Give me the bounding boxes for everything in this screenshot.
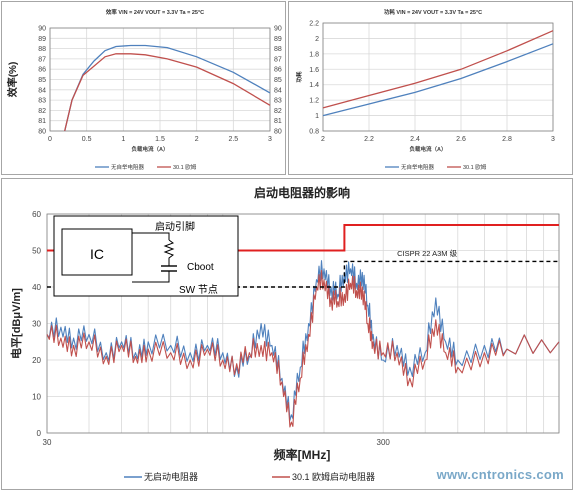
y-tick-label: 1	[315, 113, 319, 120]
series-line-1	[46, 269, 560, 428]
y-tick-label: 0.8	[309, 129, 319, 136]
x-tick-label: 0	[48, 136, 52, 143]
x-tick-label: 30	[43, 438, 52, 447]
y-tick-label: 84	[38, 87, 46, 94]
y-tick-label: 90	[38, 26, 46, 33]
y-tick-label-right: 83	[274, 98, 282, 105]
ic-block	[61, 228, 133, 276]
series-line-0	[322, 43, 554, 117]
y-tick-label: 1.2	[309, 98, 319, 105]
y-tick-label: 88	[38, 46, 46, 53]
plot-frame	[46, 213, 560, 434]
y-tick-label-right: 89	[274, 36, 282, 43]
y-tick-label: 0	[37, 429, 42, 438]
x-axis-label: 频率[MHz]	[274, 447, 331, 462]
chart-title: 效率 VIN = 24V VOUT = 3.3V Ta = 25°C	[106, 8, 204, 16]
y-axis-label: 效率(%)	[6, 62, 19, 98]
plot-frame	[322, 22, 554, 132]
y-tick-label: 1.8	[309, 51, 319, 58]
y-tick-label: 83	[38, 98, 46, 105]
chart-title: 功耗 VIN = 24V VOUT = 3.3V Ta = 25°C	[384, 8, 482, 16]
plot-frame	[49, 27, 271, 132]
series-line-1	[322, 30, 554, 109]
y-tick-label: 10	[32, 393, 41, 402]
efficiency-chart: 效率 VIN = 24V VOUT = 3.3V Ta = 25°C 80 80 81…	[6, 8, 282, 171]
y-tick-label: 82	[38, 108, 46, 115]
x-tick-label: 2.6	[456, 136, 466, 143]
node-label: SW 节点	[179, 284, 218, 296]
x-tick-label: 2.5	[228, 136, 238, 143]
y-tick-label: 81	[38, 118, 46, 125]
y-tick-label: 1.6	[309, 67, 319, 74]
y-axis-label: 功耗	[295, 71, 303, 83]
legend-label: 无自举电阻器	[401, 163, 435, 171]
chart-title: 启动电阻器的影响	[254, 185, 350, 200]
power-loss-chart: 功耗 VIN = 24V VOUT = 3.3V Ta = 25°C 0.8 1 1.…	[295, 8, 555, 171]
x-tick-label: 1.5	[155, 136, 165, 143]
boot-wire	[132, 232, 170, 240]
y-tick-label: 60	[32, 210, 41, 219]
x-tick-label: 0.5	[82, 136, 92, 143]
power-loss-panel: 功耗 VIN = 24V VOUT = 3.3V Ta = 25°C 0.8 1 1.…	[288, 1, 573, 175]
emi-chart: 启动电阻器的影响 0 10 20 30 40 50 60 30 300 频率[MHz] 电平[dBμV…	[9, 185, 560, 482]
y-tick-label: 89	[38, 36, 46, 43]
y-tick-label-right: 87	[274, 56, 282, 63]
x-tick-label: 2	[321, 136, 325, 143]
y-tick-label-right: 90	[274, 26, 282, 33]
y-tick-label: 40	[32, 283, 41, 292]
y-tick-label-right: 80	[274, 129, 282, 136]
x-axis-label: 负载电流（A）	[410, 145, 447, 153]
x-tick-label: 2	[195, 136, 199, 143]
y-tick-label-right: 81	[274, 118, 282, 125]
y-tick-label-right: 84	[274, 87, 282, 94]
y-tick-label-right: 88	[274, 46, 282, 53]
x-tick-label: 1	[121, 136, 125, 143]
legend-label: 无启动电阻器	[144, 471, 198, 482]
limit-label: CISPR 22 A3M 级	[397, 248, 458, 258]
legend-label: 30.1 欧姆	[173, 163, 197, 171]
x-tick-label: 3	[268, 136, 272, 143]
y-tick-label: 80	[38, 129, 46, 136]
x-tick-label: 2.2	[364, 136, 374, 143]
efficiency-panel: 效率 VIN = 24V VOUT = 3.3V Ta = 25°C 80 80 81…	[1, 1, 286, 175]
x-tick-label: 2.4	[410, 136, 420, 143]
legend-label: 无自举电阻器	[111, 163, 145, 171]
y-axis-label: 电平[dBμV/m]	[9, 288, 23, 359]
y-tick-label-right: 85	[274, 77, 282, 84]
legend-label: 30.1 欧姆	[463, 163, 487, 171]
x-tick-label: 3	[551, 136, 555, 143]
x-axis-label: 负载电流（A）	[132, 145, 169, 153]
y-tick-label-right: 86	[274, 67, 282, 74]
cap-label: Cboot	[187, 262, 214, 273]
y-tick-label: 2.2	[309, 21, 319, 28]
pin-label: 启动引脚	[155, 220, 195, 233]
y-tick-label-right: 82	[274, 108, 282, 115]
legend-label: 30.1 欧姆启动电阻器	[292, 471, 375, 482]
resistor-symbol	[163, 239, 175, 266]
y-tick-label: 87	[38, 56, 46, 63]
watermark: www.cntronics.com	[436, 467, 564, 482]
x-tick-label: 2.8	[502, 136, 512, 143]
y-tick-label: 50	[32, 247, 41, 256]
x-tick-label: 300	[377, 438, 391, 447]
y-tick-label: 1.4	[309, 82, 319, 89]
y-tick-label: 30	[32, 320, 41, 329]
y-tick-label: 20	[32, 356, 41, 365]
emi-panel: 启动电阻器的影响 0 10 20 30 40 50 60 30 300 频率[MHz] 电平[dBμV…	[1, 178, 573, 490]
series-line-1	[64, 53, 271, 132]
sw-wire	[132, 271, 170, 283]
y-tick-label: 2	[315, 36, 319, 43]
ic-label: IC	[90, 246, 104, 262]
y-tick-label: 85	[38, 77, 46, 84]
y-tick-label: 86	[38, 67, 46, 74]
